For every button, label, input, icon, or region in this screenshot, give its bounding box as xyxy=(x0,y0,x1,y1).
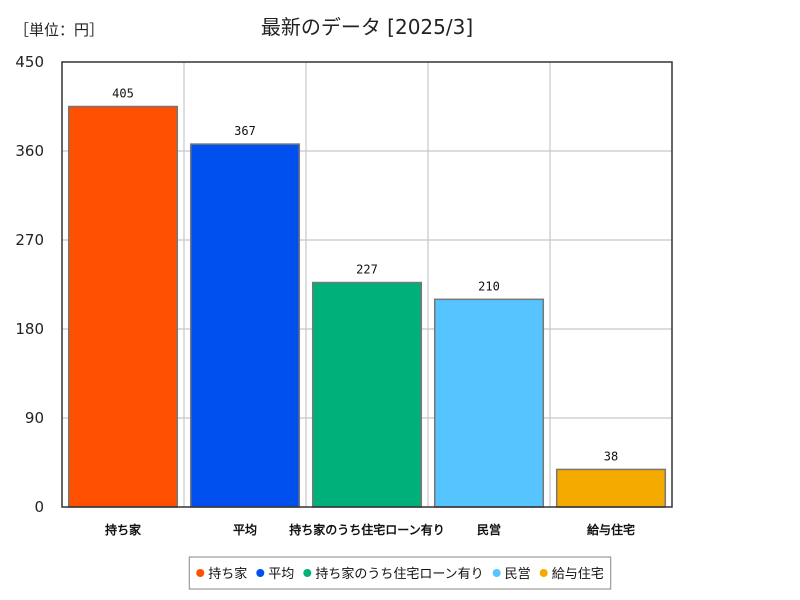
bar xyxy=(189,143,301,508)
legend-swatch xyxy=(303,569,312,577)
data-label: 227 xyxy=(356,263,378,277)
plot-frame xyxy=(61,61,673,508)
bar xyxy=(433,298,545,508)
data-labels: 405 367 227 210 38 xyxy=(112,87,618,464)
legend-swatch xyxy=(539,569,548,577)
y-tick-label: 270 xyxy=(15,231,44,249)
y-tick-label: 90 xyxy=(25,409,44,427)
legend-item: 給与住宅 xyxy=(539,567,604,582)
x-tick-label: 給与住宅 xyxy=(587,522,635,537)
x-tick-label: 民営 xyxy=(477,522,501,537)
legend-item: 平均 xyxy=(256,567,294,582)
legend-item: 民営 xyxy=(492,567,531,582)
bar xyxy=(311,281,423,508)
chart-title: 最新のデータ [2025/3] xyxy=(261,15,473,39)
bar xyxy=(67,105,179,508)
x-axis: 持ち家 平均 持ち家のうち住宅ローン有り 民営 給与住宅 xyxy=(105,522,635,537)
legend-swatch xyxy=(256,569,265,577)
legend-label: 給与住宅 xyxy=(552,567,604,582)
legend-label: 持ち家 xyxy=(208,566,247,582)
y-tick-label: 450 xyxy=(15,53,44,71)
y-axis: 0 90 180 270 360 450 xyxy=(15,53,44,516)
legend-item: 持ち家 xyxy=(196,566,247,582)
x-tick-label: 平均 xyxy=(233,522,257,537)
legend-label: 平均 xyxy=(268,567,294,582)
unit-label: ［単位：円］ xyxy=(14,21,104,39)
y-tick-label: 180 xyxy=(15,320,44,338)
legend-swatch xyxy=(196,569,205,577)
legend-label: 持ち家のうち住宅ローン有り xyxy=(315,566,483,582)
data-label: 38 xyxy=(604,449,618,463)
data-label: 367 xyxy=(234,124,256,138)
y-tick-label: 0 xyxy=(34,498,44,516)
data-label: 405 xyxy=(112,87,134,101)
legend-swatch xyxy=(492,569,501,577)
legend: 持ち家 平均 持ち家のうち住宅ローン有り 民営 給与住宅 xyxy=(188,556,612,590)
bar xyxy=(555,468,667,508)
legend-item: 持ち家のうち住宅ローン有り xyxy=(303,566,484,582)
data-label: 210 xyxy=(478,279,500,293)
legend-label: 民営 xyxy=(505,567,531,582)
y-tick-label: 360 xyxy=(15,142,44,160)
bars xyxy=(67,105,667,508)
x-tick-label: 持ち家 xyxy=(105,522,142,537)
x-tick-label: 持ち家のうち住宅ローン有り xyxy=(289,522,444,537)
